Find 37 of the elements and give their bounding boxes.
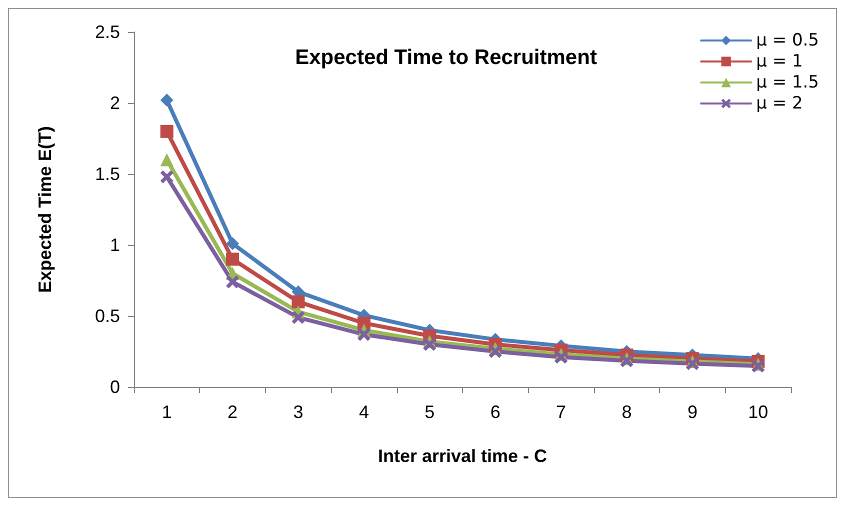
point: [160, 170, 174, 184]
y-tick-label: 2.5: [94, 22, 120, 42]
x-tick-label: 7: [556, 402, 566, 422]
x-tick-label: 5: [424, 402, 435, 422]
point: [226, 252, 240, 266]
y-tick-label: 1.5: [94, 164, 120, 184]
point: [488, 345, 502, 358]
point: [554, 350, 568, 364]
x-tick-label: 2: [228, 402, 238, 422]
x-tick-label: 4: [358, 402, 369, 422]
legend-label: μ = 1.5: [756, 72, 820, 92]
y-tick-label: 2: [110, 93, 120, 113]
point: [292, 310, 305, 324]
point: [357, 328, 370, 341]
point: [292, 295, 305, 308]
point: [160, 124, 174, 138]
y-tick-label: 0: [110, 377, 120, 397]
legend-label: μ = 2: [756, 94, 803, 114]
x-tick-label: 1: [162, 402, 172, 422]
x-tick-label: 9: [687, 402, 698, 422]
point: [423, 338, 436, 351]
x-tick-label: 6: [490, 402, 500, 422]
text: Expected Time to Recruitment: [295, 46, 597, 69]
x-tick-label: 3: [293, 402, 304, 422]
x-tick-label: 8: [622, 402, 632, 422]
point: [160, 153, 174, 166]
legend-label: μ = 1: [756, 52, 803, 72]
y-tick-label: 1: [110, 235, 120, 255]
point: [686, 357, 699, 370]
x-axis-title: Inter arrival time - C: [378, 446, 548, 466]
x-tick-label: 10: [748, 402, 768, 422]
y-axis-title: Expected Time E(T): [35, 126, 55, 293]
y-tick-label: 0.5: [94, 306, 120, 326]
point: [226, 237, 240, 250]
legend-label: μ = 0.5: [756, 30, 820, 50]
point: [226, 275, 240, 288]
point: [160, 94, 174, 107]
